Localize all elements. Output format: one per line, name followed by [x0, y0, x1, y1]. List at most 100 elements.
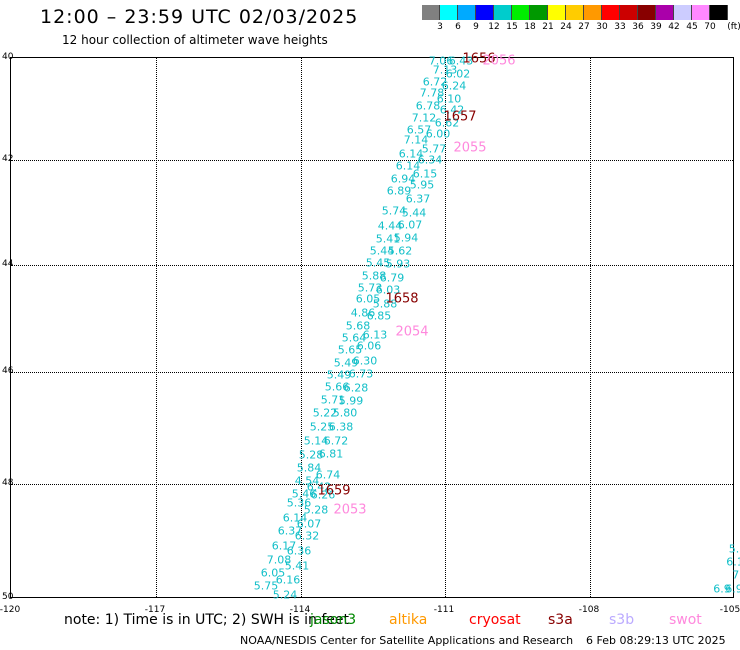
- wave-height-label: 5.41: [375, 232, 401, 246]
- color-swatch: [458, 5, 476, 20]
- wave-height-label: 6.42: [439, 103, 465, 117]
- color-scale-label: 15: [506, 22, 518, 32]
- wave-height-label: 6.37: [277, 524, 303, 538]
- color-swatch: [422, 5, 440, 20]
- wave-height-label: 5.44: [401, 206, 427, 220]
- color-scale-label: 70: [704, 22, 716, 32]
- lon-label: -105: [719, 605, 740, 615]
- color-swatch: [620, 5, 638, 20]
- wave-height-label: 6.89: [386, 184, 412, 198]
- wave-height-label: 6.81: [318, 447, 344, 461]
- wave-height-label: 5.22: [312, 406, 338, 420]
- lat-label: 50: [2, 592, 14, 602]
- color-scale-label: 36: [632, 22, 644, 32]
- wave-height-label: 5.41: [284, 559, 310, 573]
- color-scale-label: 24: [560, 22, 572, 32]
- lon-label: -108: [578, 605, 600, 615]
- wave-height-label: 5.62: [387, 244, 413, 258]
- grid-line: [156, 58, 157, 597]
- lat-label: 44: [2, 259, 14, 269]
- color-scale-label: 9: [473, 22, 479, 32]
- wave-height-label: 5.73: [357, 281, 383, 295]
- generated-timestamp: 6 Feb 08:29:13 UTC 2025: [586, 634, 726, 647]
- wave-height-label: 5.64: [341, 331, 367, 345]
- color-scale-labels: 3 6 9 12 15 18 21 24 27 30 33 36 39 42 45 70 (ft): [422, 22, 740, 34]
- color-scale-label: 6: [455, 22, 461, 32]
- wave-height-label: 6.32: [294, 529, 320, 543]
- color-scale-label: 30: [596, 22, 608, 32]
- legend-jason3: jason3: [310, 612, 357, 628]
- color-swatch: [476, 5, 494, 20]
- color-swatch: [602, 5, 620, 20]
- color-swatch: [566, 5, 584, 20]
- wave-height-label: 5.45: [365, 256, 391, 270]
- wave-height-label: 6.28: [343, 381, 369, 395]
- color-scale-bar: [422, 5, 728, 20]
- wave-height-label: 6.17: [271, 539, 297, 553]
- page-title: 12:00 – 23:59 UTC 02/03/2025: [40, 6, 359, 28]
- wave-height-label: 6.13: [362, 328, 388, 342]
- legend-cryosat: cryosat: [469, 612, 521, 628]
- wave-height-label: 5.28: [303, 503, 329, 517]
- wave-height-label: 5.88: [361, 269, 387, 283]
- color-swatch: [656, 5, 674, 20]
- color-swatch: [530, 5, 548, 20]
- wave-height-label: 4.44: [377, 219, 403, 233]
- lon-label: -120: [0, 605, 21, 615]
- lon-label: -117: [144, 605, 166, 615]
- grid-line: [590, 58, 591, 597]
- wave-height-label: 7.14: [403, 133, 429, 147]
- wave-height-label: 6.16: [275, 573, 301, 587]
- wave-height-label: 7.08: [266, 553, 292, 567]
- wave-height-label: 6.1: [726, 555, 740, 569]
- wave-height-label: 5.74: [381, 204, 407, 218]
- wave-height-label: 7.78: [419, 86, 445, 100]
- color-scale-label: 45: [686, 22, 698, 32]
- wave-height-label: 6.9: [725, 582, 740, 596]
- pass-time-label: 1658: [385, 291, 419, 307]
- wave-height-map: 7.06 6.43 7.13 6.02 6.72 6.24 7.78 6.10 6.78 6.42…: [10, 53, 740, 602]
- color-scale-label: 39: [650, 22, 662, 32]
- wave-height-label: 5.80: [332, 406, 358, 420]
- wave-height-label: 5.65: [728, 542, 740, 556]
- wave-height-label: 6.38: [328, 420, 354, 434]
- wave-height-label: 5.24: [272, 588, 298, 602]
- pass-time-label: 2053: [333, 502, 367, 518]
- color-swatch: [584, 5, 602, 20]
- wave-height-label: 4.54: [294, 474, 320, 488]
- wave-height-label: 5.46: [291, 487, 317, 501]
- wave-height-label: 6.79: [379, 271, 405, 285]
- wave-height-label: 6.57: [406, 123, 432, 137]
- lat-label: 46: [2, 366, 14, 376]
- wave-height-label: 5.36: [286, 496, 312, 510]
- wave-height-label: 6.14: [398, 147, 424, 161]
- color-scale-label: 18: [524, 22, 536, 32]
- wave-height-label: 5.14: [303, 434, 329, 448]
- color-swatch: [512, 5, 530, 20]
- wave-height-label: 6.94: [390, 172, 416, 186]
- wave-height-label: 6.14: [282, 511, 308, 525]
- color-scale-label: 33: [614, 22, 626, 32]
- grid-line: [11, 160, 733, 161]
- wave-height-label: 5.65: [337, 343, 363, 357]
- wave-height-label: 5.49: [326, 368, 352, 382]
- wave-height-label: 6.34: [417, 153, 443, 167]
- wave-height-label: 5.25: [309, 420, 335, 434]
- wave-height-label: 6.05: [260, 566, 286, 580]
- wave-height-label: 6.74: [315, 468, 341, 482]
- legend-s3a: s3a: [548, 612, 573, 628]
- wave-height-label: 5.77: [421, 142, 447, 156]
- wave-height-label: 7.12: [411, 111, 437, 125]
- color-swatch: [548, 5, 566, 20]
- wave-height-label: 6.06: [356, 339, 382, 353]
- grid-line: [445, 58, 446, 597]
- wave-height-label: 6.03: [375, 283, 401, 297]
- pass-time-label: 1659: [317, 483, 351, 499]
- wave-height-label: 6.26: [310, 488, 336, 502]
- lat-label: 48: [2, 478, 14, 488]
- pass-time-label: 1657: [443, 109, 477, 125]
- color-swatch: [710, 5, 728, 20]
- wave-height-label: 5.94: [393, 231, 419, 245]
- wave-height-label: 6.62: [434, 116, 460, 130]
- color-swatch: [692, 5, 710, 20]
